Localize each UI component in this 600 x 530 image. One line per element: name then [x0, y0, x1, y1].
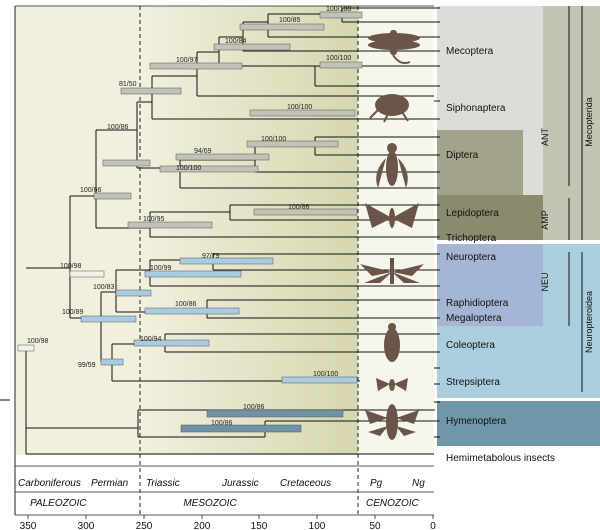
- period-label: Triassic: [146, 478, 180, 489]
- support-value: 100/98: [60, 263, 82, 270]
- support-value: 97/79: [202, 253, 220, 260]
- support-value: 100/86: [211, 420, 233, 427]
- axis-tick-marks: [27, 515, 434, 519]
- beetle-icon: [384, 323, 400, 362]
- period-label: Ng: [412, 478, 425, 489]
- group-amp-label: AMP: [540, 210, 550, 230]
- order-label-trichoptera: Trichoptera: [446, 233, 497, 244]
- order-label-hymenoptera: Hymenoptera: [446, 416, 506, 427]
- group-neuropteroidea-label: Neuropteroidea: [584, 291, 594, 353]
- era-label: MESOZOIC: [183, 498, 237, 509]
- axis-tick-label: 250: [136, 521, 153, 530]
- axis-tick-label: 100: [309, 521, 326, 530]
- order-label-lepidoptera: Lepidoptera: [446, 208, 499, 219]
- strepsiptera-icon: [376, 378, 408, 391]
- order-label-mecoptera: Mecoptera: [446, 46, 494, 57]
- order-label-coleoptera: Coleoptera: [446, 340, 495, 351]
- period-label: Jurassic: [221, 478, 259, 489]
- order-label-megaloptera: Megaloptera: [446, 313, 502, 324]
- paleozoic-panel: [15, 6, 140, 455]
- support-value: 100/100: [313, 371, 338, 378]
- support-value: 100/94: [140, 336, 162, 343]
- support-value: 100/100: [176, 165, 201, 172]
- period-label: Carboniferous: [18, 478, 81, 489]
- axis-tick-label: 200: [194, 521, 211, 530]
- fly-icon: [376, 143, 408, 188]
- era-label: PALEOZOIC: [30, 498, 87, 509]
- lacewing-icon: [360, 258, 424, 284]
- mecopterida-side-box: [543, 6, 600, 240]
- support-value: 100/86: [175, 301, 197, 308]
- insect-silhouettes: [360, 30, 424, 440]
- axis-tick-label: 0: [430, 521, 436, 530]
- order-label-neuroptera: Neuroptera: [446, 252, 496, 263]
- moth-icon: [365, 203, 419, 228]
- mesozoic-panel: [140, 6, 358, 455]
- group-ant-label: ANT: [540, 127, 550, 146]
- neu-box: [437, 244, 543, 326]
- period-label: Cretaceous: [280, 478, 331, 489]
- period-label: Permian: [91, 478, 129, 489]
- support-value: 100/95: [143, 216, 165, 223]
- support-value: 100/97: [176, 57, 198, 64]
- support-value: 100/86: [243, 404, 265, 411]
- support-value: 100/99: [150, 265, 172, 272]
- support-value: 100/85: [279, 17, 301, 24]
- support-value: 100/100: [287, 104, 312, 111]
- support-value: 100/86: [107, 124, 129, 131]
- flea-icon: [369, 94, 409, 123]
- diptera-box: [437, 130, 523, 195]
- support-value: 81/50: [119, 81, 137, 88]
- wasp-icon: [365, 404, 419, 440]
- support-value: 94/69: [194, 148, 212, 155]
- group-neu-label: NEU: [540, 272, 550, 291]
- scorpionfly-icon: [368, 30, 420, 65]
- period-label: Pg: [370, 478, 383, 489]
- node-bars: [17, 11, 363, 433]
- cenozoic-panel: [358, 6, 434, 455]
- support-value: 100/100: [326, 6, 351, 13]
- group-mecopterida-label: Mecopterida: [584, 97, 594, 147]
- lepidoptera-trichoptera-box: [437, 195, 543, 240]
- era-label: CENOZOIC: [366, 498, 420, 509]
- support-value: 99/59: [78, 362, 96, 369]
- hymenoptera-box: [437, 401, 600, 446]
- axis-tick-label: 300: [78, 521, 95, 530]
- axis-tick-label: 50: [369, 521, 381, 530]
- support-value: 100/89: [62, 309, 84, 316]
- order-label-siphonaptera: Siphonaptera: [446, 103, 506, 114]
- outgroup-label: Hemimetabolous insects: [446, 453, 555, 464]
- order-label-raphidioptera: Raphidioptera: [446, 298, 509, 309]
- order-label-strepsiptera: Strepsiptera: [446, 377, 500, 388]
- axis-tick-label: 150: [251, 521, 268, 530]
- support-value: 100/98: [27, 338, 49, 345]
- axis-tick-label: 350: [20, 521, 37, 530]
- support-value: 100/84: [225, 38, 247, 45]
- support-value: 100/66: [80, 187, 102, 194]
- support-value: 100/83: [93, 284, 115, 291]
- support-value: 100/100: [326, 55, 351, 62]
- tip-ticks: [434, 7, 440, 438]
- support-value: 100/100: [261, 136, 286, 143]
- support-value: 100/86: [288, 204, 310, 211]
- order-label-diptera: Diptera: [446, 150, 479, 161]
